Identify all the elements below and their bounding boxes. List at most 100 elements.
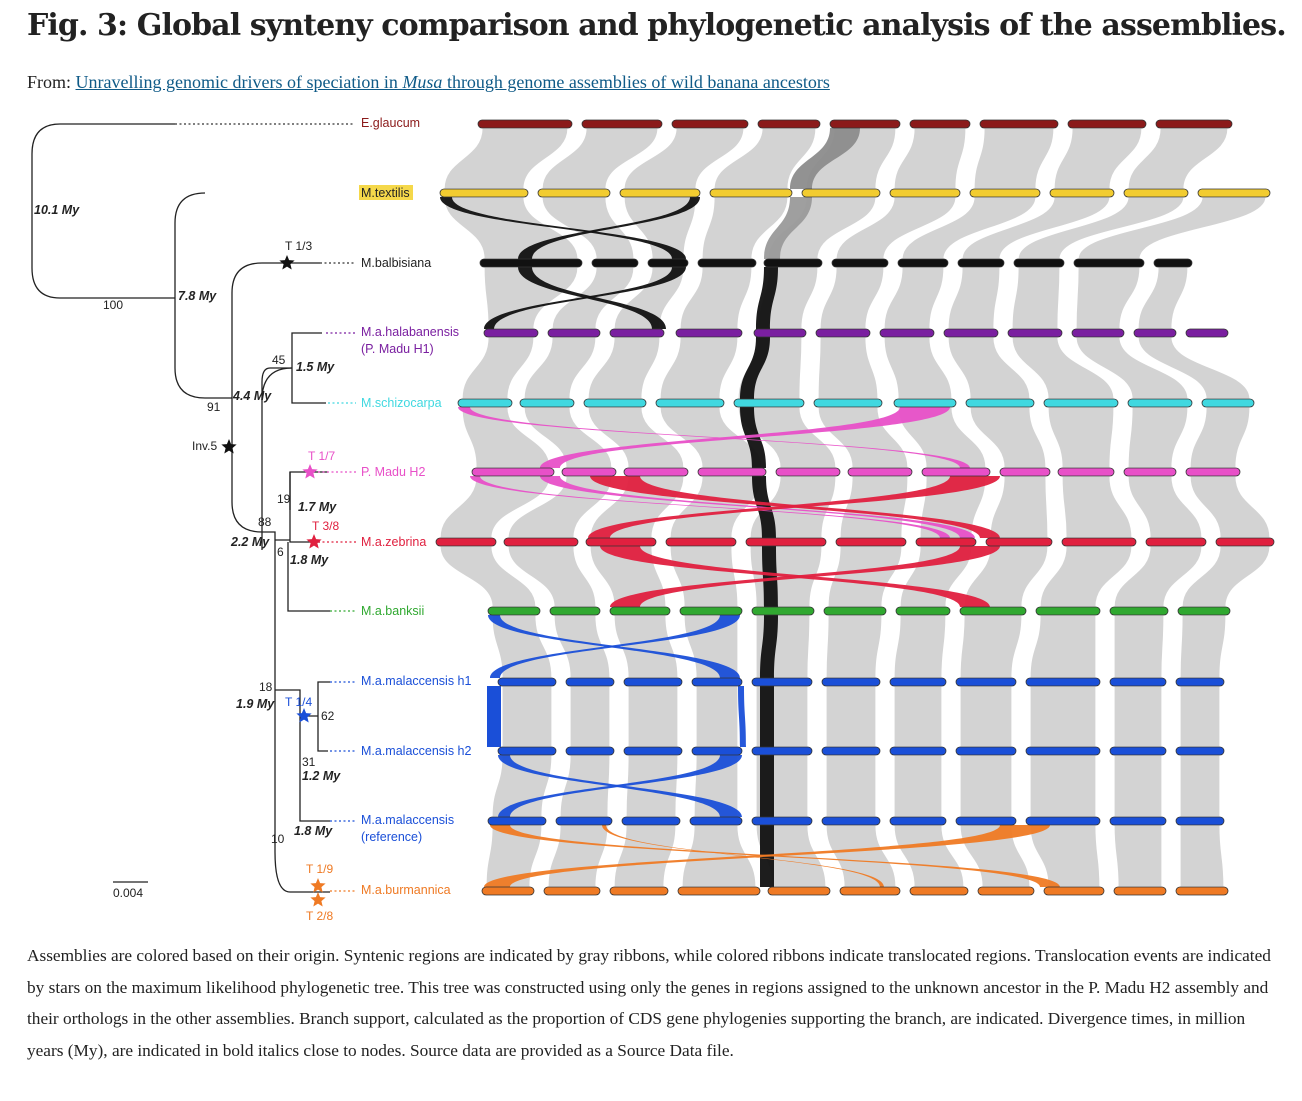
chromosome [835,537,907,547]
assembly-label: M.textilis [361,186,410,200]
chromosome [709,188,793,198]
event-star [310,878,326,893]
blue-ribbon [498,755,742,817]
chromosome [1201,398,1255,408]
chromosome [775,467,841,477]
chromosome [457,398,513,408]
synteny-ribbon [461,336,535,400]
tree-branch [174,192,232,399]
synteny-ribbon [947,266,1001,330]
synteny-ribbon [959,614,1023,679]
chromosome [555,816,613,826]
synteny-ribbon [893,127,967,190]
chromosome [943,328,999,338]
chromosome [1025,816,1101,826]
assembly-label-sub: (reference) [361,830,422,844]
synteny-ribbon [819,266,885,330]
synteny-ribbon [827,545,903,608]
chromosome [1155,119,1233,129]
chromosome [1175,677,1225,687]
synteny-ribbon [1137,266,1189,330]
chromosome [823,606,887,616]
black-ribbon [760,755,774,817]
chromosome [895,606,951,616]
article-link[interactable]: Unravelling genomic drivers of speciatio… [75,72,830,92]
event-label: T 1/9 [306,862,333,876]
chromosome [1071,328,1125,338]
chromosome [1145,537,1207,547]
chromosome [549,606,601,616]
event-star [296,708,312,723]
chromosome [585,537,657,547]
event-star [306,534,322,549]
chromosome [471,467,555,477]
chromosome [955,677,1017,687]
divergence-time: 1.8 My [294,824,333,838]
synteny-ribbon [883,266,945,330]
dark-ribbon [790,128,860,189]
assembly-label: M.a.banksii [361,604,424,618]
chromosome [751,816,813,826]
chromosome [813,398,883,408]
assembly-label: M.a.zebrina [361,535,426,549]
black-ribbon [518,267,666,329]
synteny-ribbon [1029,754,1097,818]
chromosome-tracks [435,119,1275,896]
synteny-ribbon [825,685,877,748]
synteny-ribbon [491,754,553,818]
chromosome [889,677,947,687]
chromosome [1185,467,1241,477]
synteny-ribbon [501,685,553,748]
chromosome [583,398,647,408]
tree-branch [287,542,330,612]
chromosome [1025,746,1101,756]
chromosome [751,677,813,687]
assembly-label: E.glaucum [361,116,420,130]
chromosome [767,886,831,896]
chromosome [839,886,901,896]
chromosome [677,886,761,896]
synteny-ribbon [1179,754,1221,818]
synteny-ribbon [659,336,739,400]
synteny-ribbon [959,685,1013,748]
chromosome [679,606,743,616]
event-star [279,255,295,270]
synteny-ribbon [1029,614,1097,679]
chromosome [1043,886,1105,896]
chromosome [1175,816,1225,826]
chromosome [999,467,1051,477]
chromosome [477,119,573,129]
tree-branch [300,681,330,752]
synteny-ribbon [1179,685,1221,748]
synteny-ribbon [825,614,883,679]
chromosome [1109,816,1167,826]
chromosome [1013,258,1065,268]
figure-title: Fig. 3: Global synteny comparison and ph… [27,8,1287,43]
event-label: T 1/7 [308,449,335,463]
phylogenetic-tree [31,123,356,907]
divergence-time: 2.2 My [230,535,270,549]
chromosome [519,398,575,408]
black-ribbon [762,546,778,607]
chromosome [561,467,617,477]
synteny-figure: 0.004 E.glaucum M.textilis M.balbisiana M.a.… [31,116,1275,923]
label-highlight [359,185,413,200]
chromosome [1025,677,1101,687]
synteny-ribbon [893,614,947,679]
tree-branch [262,531,330,893]
chromosome [1113,886,1167,896]
divergence-time: 1.9 My [236,697,275,711]
divergence-time: 1.2 My [302,769,341,783]
synteny-ribbon [825,754,877,818]
support-value: 91 [207,400,221,414]
synteny-ribbon [587,336,661,400]
assembly-label: M.a.burmannica [361,883,451,897]
assembly-label: M.balbisiana [361,256,431,270]
chromosome [671,119,749,129]
chromosome [889,188,961,198]
support-value: 10 [271,832,285,846]
synteny-ribbon [669,475,763,539]
synteny-ribbon [523,336,597,400]
tree-branch [261,367,292,532]
chromosome [581,119,663,129]
